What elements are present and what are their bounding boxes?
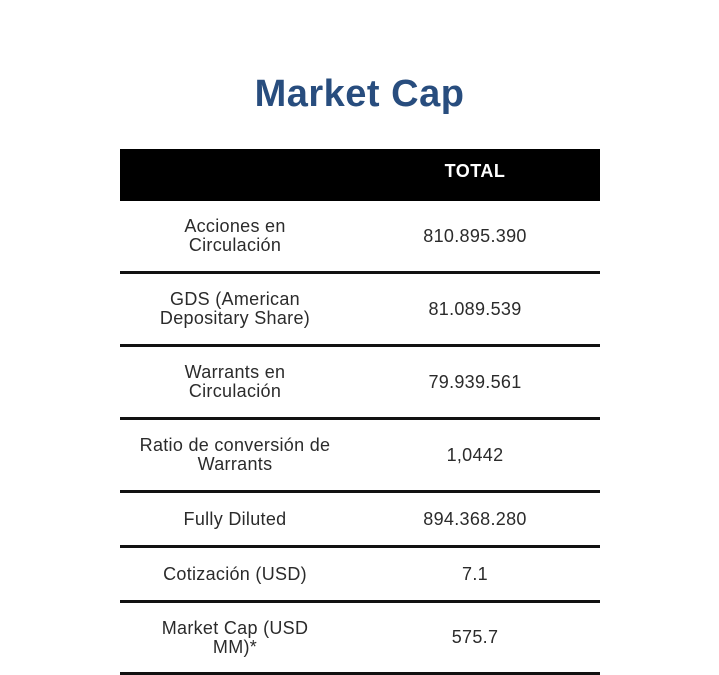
table-row: Fully Diluted 894.368.280	[120, 493, 600, 548]
row-value: 79.939.561	[428, 371, 522, 392]
row-label: GDS (American Depositary Share)	[159, 289, 311, 328]
market-cap-table: TOTAL Acciones en Circulación 810.895.39…	[120, 149, 600, 675]
row-label: Acciones en Circulación	[184, 216, 286, 255]
row-value: 1,0442	[446, 444, 504, 465]
header-total: TOTAL	[444, 160, 506, 181]
table-row: Warrants en Circulación 79.939.561	[120, 347, 600, 420]
table-row: GDS (American Depositary Share) 81.089.5…	[120, 274, 600, 347]
table-row: Ratio de conversión de Warrants 1,0442	[120, 420, 600, 493]
table-row: Acciones en Circulación 810.895.390	[120, 201, 600, 274]
row-value: 575.7	[451, 627, 499, 647]
row-label: Warrants en Circulación	[184, 362, 286, 401]
row-label: Cotización (USD)	[163, 563, 307, 584]
row-label: Ratio de conversión de Warrants	[139, 435, 331, 474]
row-value: 810.895.390	[423, 225, 527, 246]
page-title: Market Cap	[254, 73, 465, 115]
row-label: Market Cap (USD MM)*	[161, 617, 309, 657]
row-value: 7.1	[462, 563, 488, 584]
row-value: 81.089.539	[428, 298, 522, 319]
row-value: 894.368.280	[423, 508, 527, 529]
table-row: Cotización (USD) 7.1	[120, 548, 600, 603]
row-label: Fully Diluted	[183, 508, 287, 529]
table-header-row: TOTAL	[120, 149, 600, 201]
table-row: Market Cap (USD MM)* 575.7	[120, 603, 600, 675]
